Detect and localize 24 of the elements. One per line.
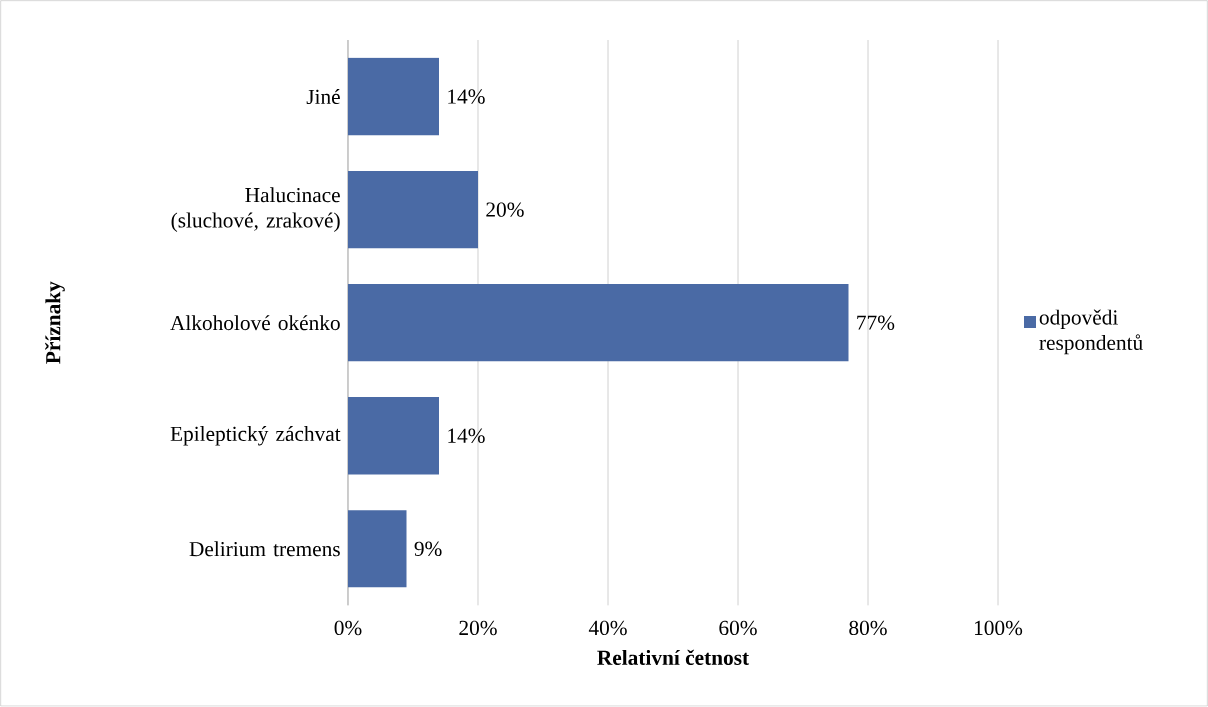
bar bbox=[348, 510, 407, 588]
legend-label: odpovědi respondentů bbox=[1039, 309, 1143, 355]
data-label: 14% bbox=[448, 428, 485, 444]
y-axis-title: Příznaky bbox=[45, 281, 65, 364]
data-label: 9% bbox=[414, 541, 442, 557]
x-tick-label: 80% bbox=[849, 620, 887, 636]
data-label: 20% bbox=[486, 202, 524, 217]
y-tick-label: Delirium tremens bbox=[189, 541, 340, 557]
x-tick-label: 40% bbox=[588, 620, 627, 636]
y-tick-label: Epileptický záchvat bbox=[170, 426, 341, 446]
x-tick-label: 100% bbox=[975, 620, 1023, 636]
y-tick-label: Halucinace (sluchové, zrakové) bbox=[171, 187, 340, 233]
x-tick-label: 60% bbox=[719, 620, 757, 636]
y-tick-label: Jiné bbox=[306, 89, 340, 105]
bar bbox=[348, 284, 849, 362]
x-axis-title: Relativní četnost bbox=[597, 649, 750, 666]
x-tick-label: 0% bbox=[334, 620, 362, 636]
y-tick-label: Alkoholové okénko bbox=[170, 315, 340, 331]
bar bbox=[348, 58, 439, 136]
data-label: 77% bbox=[857, 315, 895, 331]
x-tick-label: 20% bbox=[459, 620, 497, 636]
bar bbox=[348, 171, 478, 249]
bar bbox=[348, 397, 439, 475]
data-label: 14% bbox=[448, 89, 485, 104]
